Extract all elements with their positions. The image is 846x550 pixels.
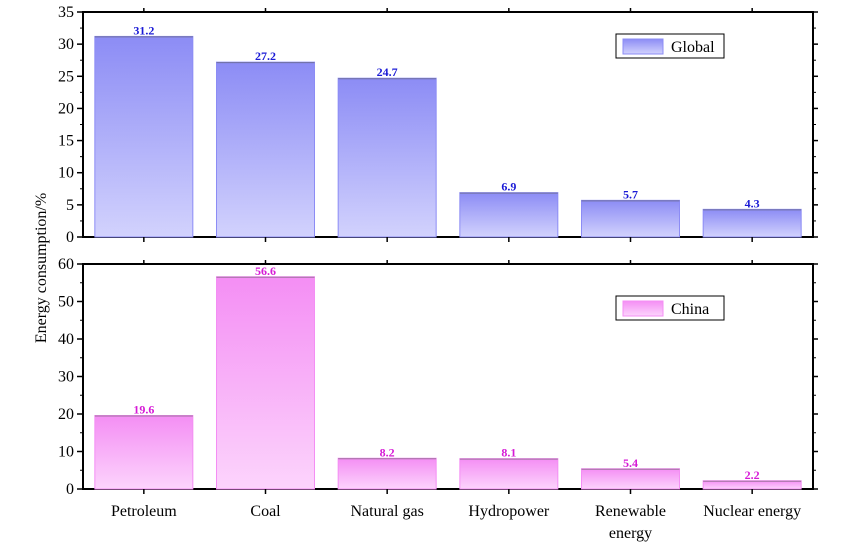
legend-swatch [622,38,664,55]
bar [702,208,802,238]
legend-label: Global [671,39,715,56]
x-category-label: Petroleum [111,503,177,520]
data-label: 56.6 [255,264,276,278]
bar [581,468,680,490]
bar [216,61,315,238]
category-axis-labels: Petroleum Coal Natural gas Hydropower Renewa… [111,503,801,542]
x-category-label-line: energy [609,525,652,542]
data-label: 8.2 [380,445,395,459]
data-label: 19.6 [133,403,154,417]
x-category-label: Hydropower [468,503,550,520]
x-category-label-line: Coal [250,503,281,520]
bar [337,457,437,490]
legend-swatch [622,300,664,317]
x-category-label: Nuclear energy [703,503,801,520]
y-tick-label: 60 [58,256,74,273]
y-tick-label: 20 [58,100,74,117]
x-category-label: Renewable energy [595,503,666,542]
y-tick-label: 20 [58,406,74,423]
y-tick-label: 0 [66,229,74,246]
data-label: 5.7 [623,187,638,201]
y-tick-label: 15 [58,133,74,150]
y-tick-label: 50 [58,294,74,311]
data-label: 6.9 [501,180,516,194]
x-category-label-line: Natural gas [351,503,424,520]
x-category-label-line: Renewable [595,503,666,520]
y-axis-title: Energy consumption/% [33,193,50,343]
y-tick-label: 40 [58,331,74,348]
china-panel: 0 10 20 30 40 50 60 19.6 56.6 8.2 8.1 5.4 2.2 China [58,256,818,498]
y-tick-label: 10 [58,444,74,461]
y-tick-label: 0 [66,481,74,498]
y-tick-label: 35 [58,4,74,21]
data-label: 27.2 [255,49,276,63]
data-label: 24.7 [377,65,398,79]
bar [337,77,437,238]
bar [459,192,559,238]
x-category-label: Coal [250,503,281,520]
x-category-label: Natural gas [351,503,424,520]
bar [459,458,559,490]
bar [216,276,315,490]
bar [94,35,194,238]
global-panel: 0 5 10 15 20 25 30 35 31.2 27.2 24.7 6.9 5.7 4.3 Globa… [58,4,818,246]
data-label: 31.2 [133,23,154,37]
bar [581,199,680,238]
x-category-label-line: Nuclear energy [703,503,801,520]
y-tick-label: 5 [66,197,74,214]
data-label: 4.3 [745,196,760,210]
x-category-label-line: Petroleum [111,503,177,520]
legend-label: China [671,301,709,318]
y-tick-label: 30 [58,369,74,386]
y-tick-label: 25 [58,68,74,85]
x-category-label-line: Hydropower [468,503,550,520]
bar [94,415,194,490]
bar [702,480,802,490]
data-label: 8.1 [501,446,516,460]
y-tick-label: 10 [58,165,74,182]
data-label: 2.2 [745,468,760,482]
y-tick-label: 30 [58,36,74,53]
data-label: 5.4 [623,456,638,470]
